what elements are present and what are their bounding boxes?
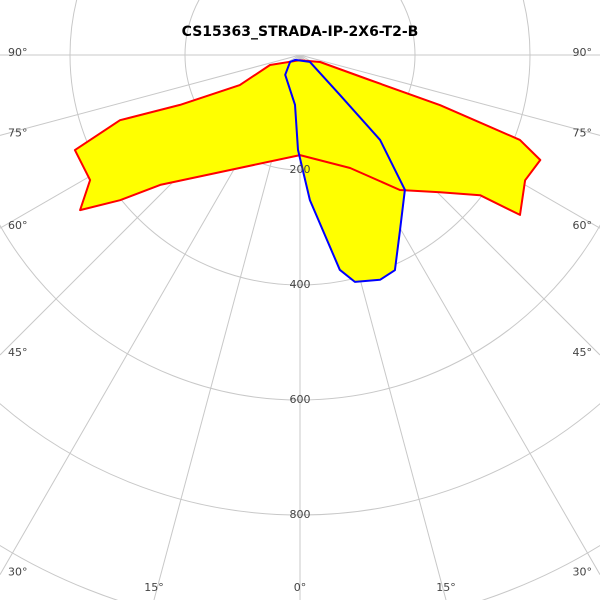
angle-tick-label: 75° [573, 126, 593, 139]
curves [73, 58, 542, 283]
intensity-curve [73, 59, 542, 216]
angle-tick-label: 30° [8, 566, 28, 579]
fills [74, 59, 541, 282]
radial-tick-label: 200 [290, 163, 311, 176]
intensity-curve [284, 58, 406, 283]
chart-title: CS15363_STRADA-IP-2X6-T2-B [182, 24, 419, 40]
angle-tick-label: 45° [573, 346, 593, 359]
area-fill [285, 59, 405, 282]
angle-tick-label: 75° [8, 126, 28, 139]
labels: 90° 75° 60° 45° 30° 15° 0° 15° 30° 45° 60° 75° 90° 20… [8, 46, 592, 594]
angle-tick-label: 60° [573, 219, 593, 232]
angle-tick-label: 60° [8, 219, 28, 232]
angle-tick-label: 90° [573, 46, 593, 59]
grid-ray [299, 54, 600, 136]
radial-tick-label: 400 [290, 278, 311, 291]
grid-ray [0, 54, 301, 136]
angle-tick-label: 90° [8, 46, 28, 59]
radial-tick-label: 800 [290, 508, 311, 521]
angle-tick-label: 15° [436, 581, 456, 594]
angle-tick-label: 30° [573, 566, 593, 579]
angle-tick-label: 0° [294, 581, 307, 594]
radial-tick-label: 600 [290, 393, 311, 406]
angle-tick-label: 45° [8, 346, 28, 359]
angle-tick-label: 15° [144, 581, 164, 594]
